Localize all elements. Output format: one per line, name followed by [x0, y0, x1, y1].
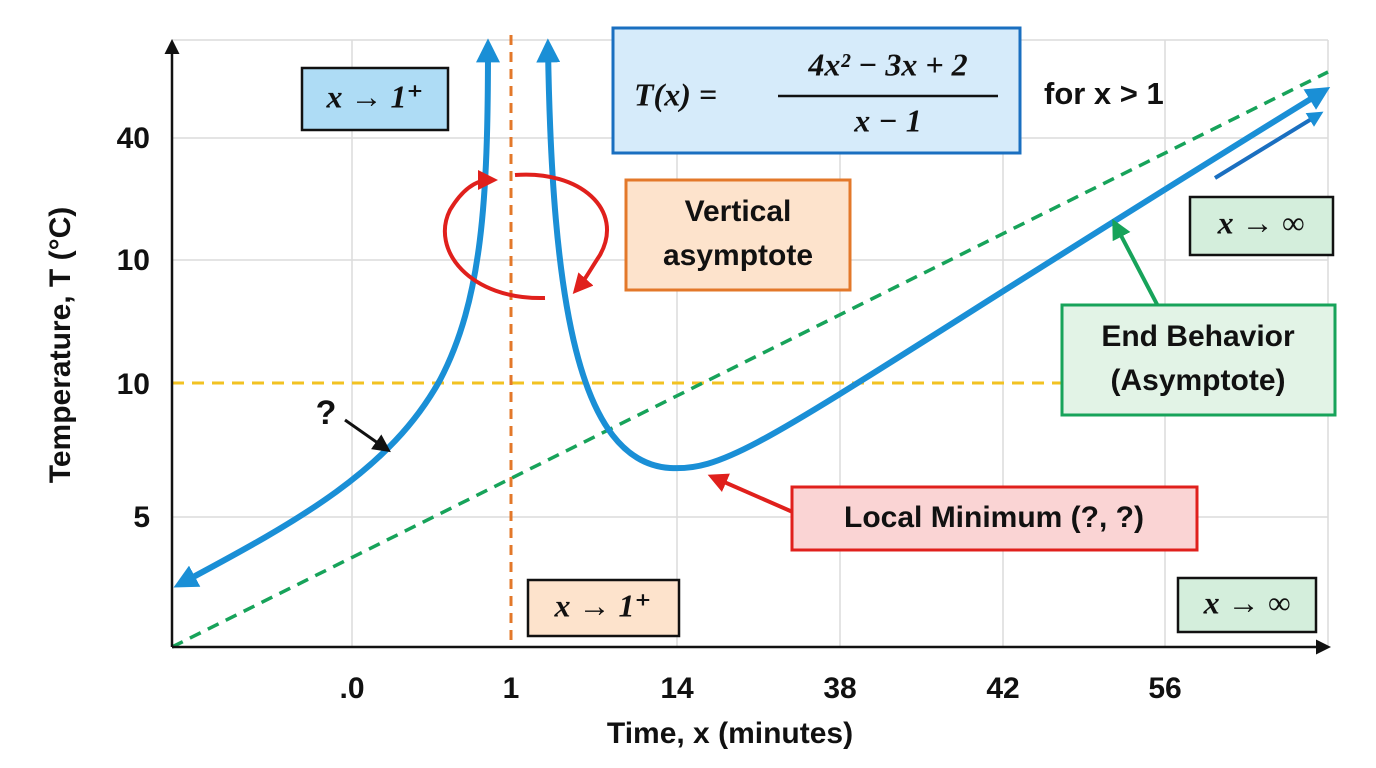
limit-label: x → ∞: [1203, 584, 1291, 620]
curve-right: [536, 38, 1331, 472]
pointer: [707, 473, 796, 515]
y-tick-label: 10: [117, 368, 150, 401]
label-box: [790, 485, 1199, 552]
x-tick-label: 42: [986, 672, 1019, 705]
limit-label: x → ∞: [1217, 204, 1305, 240]
x-tick-label: 14: [660, 672, 694, 705]
x-tick-label: 1: [503, 672, 520, 705]
annotation: (Asymptote): [1110, 364, 1285, 397]
x-tick-label: 38: [823, 672, 856, 705]
circle-arrow: [443, 170, 546, 301]
label-box: [526, 578, 681, 638]
formula-condition: for x > 1: [1044, 76, 1164, 111]
label-box: [624, 178, 852, 292]
annotation: Vertical: [685, 195, 792, 228]
limit-label: x → 1⁺: [326, 78, 424, 114]
limit-label: x → 1⁺: [554, 587, 652, 623]
pointer: [1112, 218, 1162, 311]
circle-arrow: [514, 172, 609, 295]
question-mark: ?: [316, 394, 337, 432]
label-box: [1176, 576, 1318, 634]
label-box: [1188, 195, 1335, 257]
formula-numerator: 4x² − 3x + 2: [807, 46, 967, 82]
formula-lhs: T(x) =: [634, 76, 717, 112]
label-box: [300, 66, 450, 132]
y-tick-label: 40: [117, 122, 150, 155]
x-tick-label: 56: [1148, 672, 1181, 705]
formula-box: [611, 26, 1022, 155]
annotation: asymptote: [663, 239, 813, 272]
x-tick-label: .0: [339, 672, 364, 705]
annotation: Local Minimum (?, ?): [844, 501, 1144, 534]
y-tick-label: 10: [117, 244, 150, 277]
y-tick-label: 5: [133, 501, 150, 534]
formula-denominator: x − 1: [853, 102, 921, 138]
trend-arrow: [1213, 111, 1324, 180]
pointer: [344, 418, 391, 453]
x-axis-title: Time, x (minutes): [607, 717, 853, 750]
label-box: [1060, 303, 1337, 417]
y-axis-title: Temperature, T (°C): [44, 207, 77, 483]
annotation: End Behavior: [1101, 320, 1295, 353]
slant-asymptote: [171, 70, 1329, 649]
